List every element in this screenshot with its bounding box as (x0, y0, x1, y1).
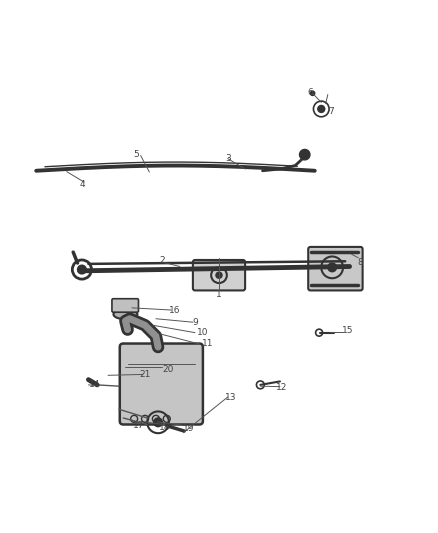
Ellipse shape (113, 310, 138, 319)
Text: 8: 8 (357, 257, 364, 266)
Circle shape (328, 263, 336, 272)
Text: 9: 9 (193, 318, 198, 327)
Text: 15: 15 (342, 326, 353, 335)
Text: 1: 1 (216, 290, 222, 300)
Text: 20: 20 (162, 365, 173, 374)
FancyBboxPatch shape (120, 344, 203, 424)
Text: 13: 13 (226, 393, 237, 402)
Text: 17: 17 (133, 421, 144, 430)
Text: 21: 21 (139, 370, 151, 379)
Text: 4: 4 (79, 180, 85, 189)
Circle shape (300, 149, 310, 160)
Text: 16: 16 (169, 305, 180, 314)
Text: 7: 7 (328, 108, 334, 117)
Text: 5: 5 (134, 150, 139, 159)
Text: 12: 12 (276, 383, 288, 392)
Circle shape (216, 272, 222, 278)
FancyBboxPatch shape (308, 247, 363, 290)
Text: 6: 6 (307, 88, 313, 97)
Text: 2: 2 (159, 256, 165, 265)
Text: 11: 11 (202, 340, 213, 349)
Text: 10: 10 (197, 328, 208, 337)
Text: 19: 19 (183, 424, 194, 433)
Text: 18: 18 (159, 423, 170, 432)
Circle shape (154, 418, 162, 426)
Text: 3: 3 (225, 154, 230, 163)
Circle shape (318, 106, 325, 112)
Circle shape (78, 265, 86, 274)
Text: 14: 14 (89, 381, 101, 390)
FancyBboxPatch shape (193, 260, 245, 290)
FancyBboxPatch shape (112, 298, 138, 312)
Circle shape (311, 91, 315, 95)
